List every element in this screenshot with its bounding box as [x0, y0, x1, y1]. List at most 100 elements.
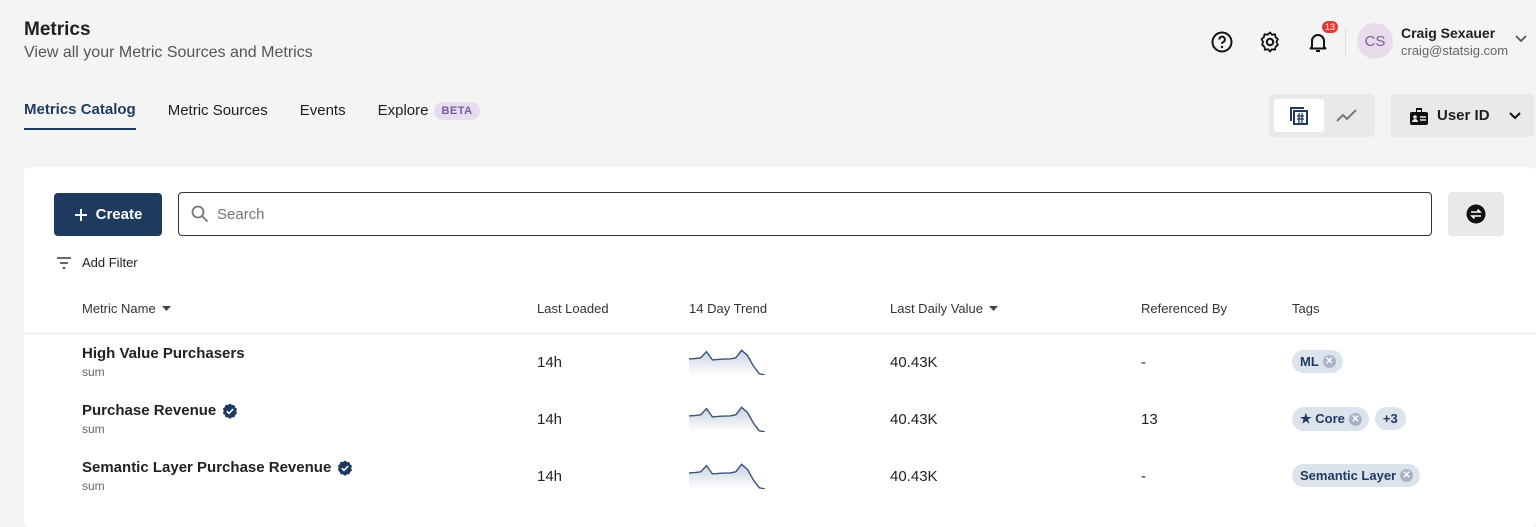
- remove-tag-icon[interactable]: ✕: [1400, 469, 1414, 482]
- trend-sparkline: [688, 406, 766, 433]
- add-filter-button[interactable]: Add Filter: [56, 255, 138, 270]
- tab-metrics-catalog[interactable]: Metrics Catalog: [24, 101, 136, 130]
- table-icon: [1290, 106, 1308, 125]
- chevron-down-icon[interactable]: [1514, 34, 1528, 44]
- user-email: craig@statsig.com: [1401, 43, 1509, 58]
- swap-icon: [1466, 204, 1486, 224]
- verified-icon: [223, 403, 238, 419]
- sparkline-line: [688, 463, 766, 490]
- sparkline-area: [689, 407, 765, 432]
- tab-events[interactable]: Events: [300, 101, 346, 130]
- trend-cell: [688, 461, 766, 494]
- column-header-referenced-by: Referenced By: [1141, 301, 1227, 316]
- tab-label: Events: [299, 102, 346, 119]
- sparkline-area: [689, 350, 765, 375]
- metric-name-cell: Purchase Revenue sum: [82, 402, 238, 436]
- sparkline-line: [688, 406, 766, 433]
- tag-label: Semantic Layer: [1300, 468, 1397, 483]
- last-daily-value: 40.43K: [890, 468, 938, 485]
- remove-tag-icon[interactable]: ✕: [1322, 355, 1336, 368]
- column-header-last-loaded: Last Loaded: [537, 301, 609, 316]
- more-tags-chip[interactable]: +3: [1374, 407, 1406, 430]
- trend-sparkline: [688, 349, 766, 376]
- column-label: Metric Name: [82, 301, 156, 316]
- last-loaded: 14h: [537, 411, 563, 428]
- metric-type: sum: [82, 479, 105, 493]
- metric-type: sum: [82, 365, 105, 379]
- search-box: [178, 192, 1432, 236]
- metric-name-cell: High Value Purchasers sum: [82, 345, 245, 379]
- last-loaded: 14h: [537, 354, 563, 371]
- tag-chip[interactable]: ★ Core ✕: [1292, 407, 1369, 431]
- table-view-button[interactable]: [1274, 99, 1324, 132]
- chart-view-button[interactable]: [1322, 99, 1372, 132]
- divider: [1345, 28, 1346, 58]
- add-filter-label: Add Filter: [82, 255, 138, 270]
- tab-metric-sources[interactable]: Metric Sources: [168, 101, 268, 130]
- bell-icon[interactable]: [1306, 30, 1330, 54]
- column-header-metric-name[interactable]: Metric Name: [82, 301, 171, 316]
- tags-cell: ML ✕: [1292, 350, 1349, 373]
- filter-icon: [57, 256, 71, 269]
- tab-explore[interactable]: Explore BETA: [378, 101, 480, 130]
- column-header-trend: 14 Day Trend: [689, 301, 767, 316]
- user-name: Craig Sexauer: [1401, 25, 1496, 41]
- beta-badge: BETA: [434, 101, 480, 120]
- tag-label: ★ Core: [1300, 411, 1345, 426]
- divider: [24, 333, 1536, 334]
- tag-label: ML: [1300, 354, 1319, 369]
- metric-name-link[interactable]: Purchase Revenue: [82, 402, 217, 419]
- column-label: Last Daily Value: [890, 301, 983, 316]
- metric-name-link[interactable]: High Value Purchasers: [82, 345, 245, 362]
- create-button[interactable]: Create: [54, 193, 162, 236]
- id-badge-icon: [1410, 107, 1428, 125]
- trend-sparkline: [688, 463, 766, 490]
- column-label: Referenced By: [1141, 301, 1227, 316]
- sparkline-line: [688, 349, 766, 376]
- last-loaded: 14h: [537, 468, 563, 485]
- tags-cell: ★ Core ✕ +3: [1292, 407, 1412, 431]
- swap-button[interactable]: [1448, 192, 1504, 236]
- tab-label: Metrics Catalog: [24, 101, 136, 118]
- last-daily-value: 40.43K: [890, 411, 938, 428]
- metrics-card: [24, 167, 1536, 527]
- sparkline-area: [689, 464, 765, 489]
- sort-caret-icon: [161, 306, 171, 311]
- column-header-tags: Tags: [1292, 301, 1319, 316]
- referenced-by: 13: [1141, 411, 1158, 428]
- notification-count: 13: [1322, 21, 1339, 33]
- trend-line-icon: [1336, 108, 1357, 122]
- tag-chip[interactable]: ML ✕: [1292, 350, 1343, 373]
- tab-bar: Metrics Catalog Metric Sources Events Ex…: [24, 101, 480, 130]
- column-label: 14 Day Trend: [689, 301, 768, 316]
- column-header-last-daily-value[interactable]: Last Daily Value: [890, 301, 998, 316]
- plus-icon: [74, 208, 87, 221]
- page-title: Metrics: [24, 19, 91, 40]
- trend-cell: [688, 347, 766, 380]
- trend-cell: [688, 404, 766, 437]
- remove-tag-icon[interactable]: ✕: [1348, 412, 1362, 426]
- last-daily-value: 40.43K: [890, 354, 938, 371]
- unit-id-label: User ID: [1437, 107, 1490, 124]
- metric-name-link[interactable]: Semantic Layer Purchase Revenue: [82, 459, 332, 476]
- avatar[interactable]: CS: [1357, 23, 1393, 59]
- help-icon[interactable]: [1210, 30, 1234, 54]
- tab-label: Metric Sources: [167, 102, 268, 119]
- unit-id-selector[interactable]: User ID: [1391, 94, 1534, 137]
- tag-chip[interactable]: Semantic Layer ✕: [1292, 464, 1421, 487]
- search-input[interactable]: [217, 205, 1431, 223]
- column-label: Last Loaded: [537, 301, 609, 316]
- chevron-down-icon: [1508, 111, 1521, 119]
- referenced-by: -: [1141, 468, 1146, 485]
- referenced-by: -: [1141, 354, 1146, 371]
- tab-label: Explore: [377, 102, 429, 119]
- view-toggle: [1269, 94, 1375, 137]
- tags-cell: Semantic Layer ✕: [1292, 464, 1426, 487]
- create-label: Create: [95, 206, 143, 223]
- column-label: Tags: [1292, 301, 1320, 316]
- sort-caret-icon: [988, 306, 998, 311]
- metric-type: sum: [82, 422, 105, 436]
- gear-icon[interactable]: [1258, 30, 1282, 54]
- metric-name-cell: Semantic Layer Purchase Revenue sum: [82, 459, 353, 493]
- page-subtitle: View all your Metric Sources and Metrics: [24, 44, 313, 61]
